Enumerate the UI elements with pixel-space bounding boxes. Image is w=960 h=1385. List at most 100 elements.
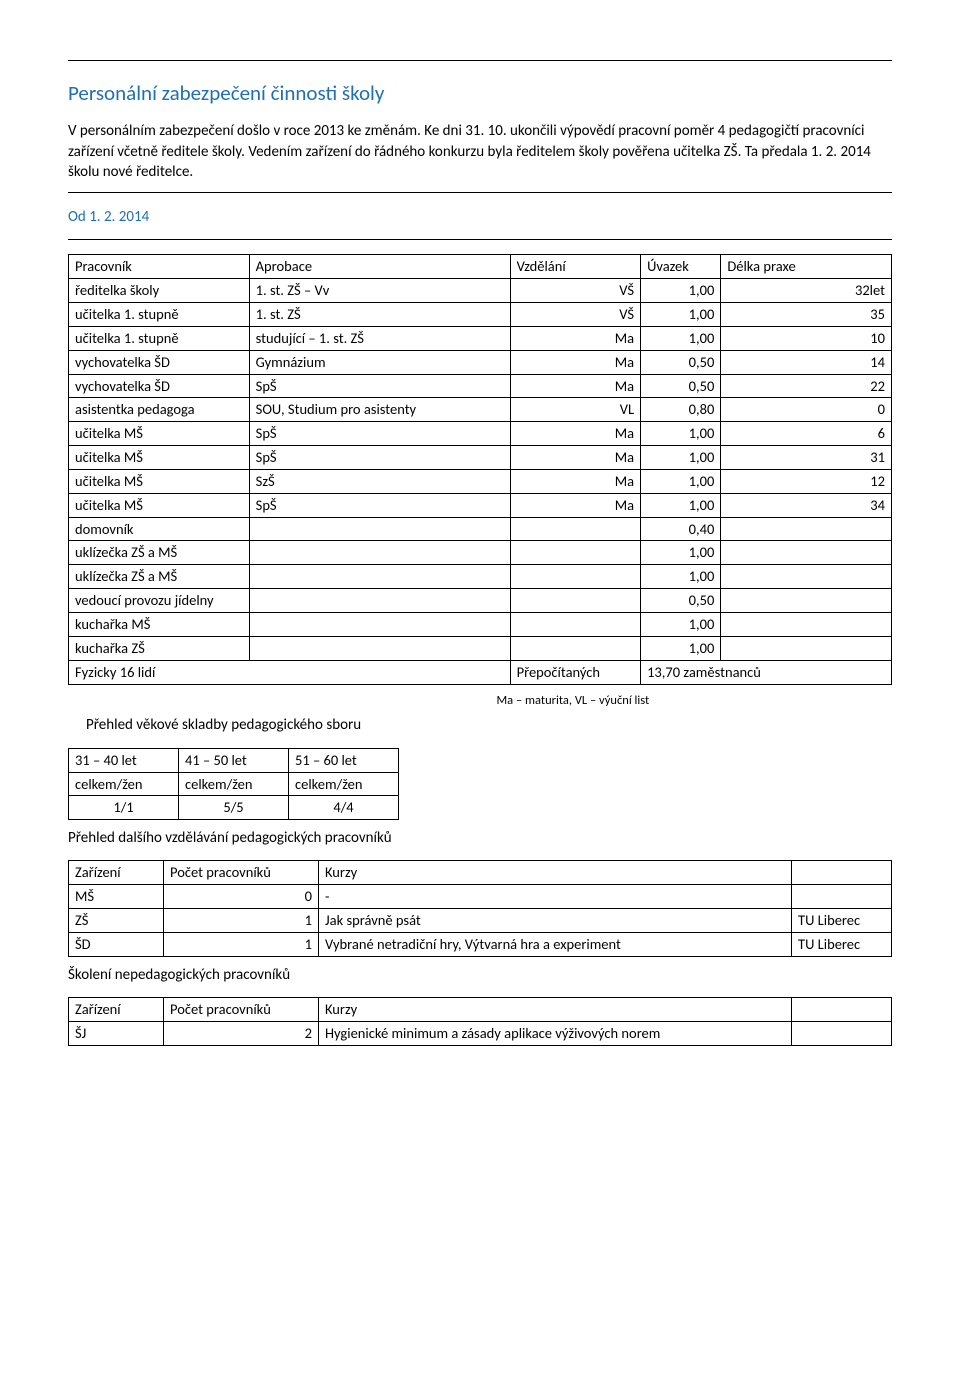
table-cell: MŠ bbox=[69, 885, 164, 909]
table-cell bbox=[249, 565, 510, 589]
table-cell: SpŠ bbox=[249, 374, 510, 398]
table-cell: 6 bbox=[721, 422, 892, 446]
table-row: učitelka MŠSpŠMa1,0031 bbox=[69, 446, 892, 470]
table-cell bbox=[721, 517, 892, 541]
table-cell: Gymnázium bbox=[249, 350, 510, 374]
rule-after-intro bbox=[68, 192, 892, 193]
intro-paragraph: V personálním zabezpečení došlo v roce 2… bbox=[68, 121, 892, 182]
table-cell: vedoucí provozu jídelny bbox=[69, 589, 250, 613]
table-cell: učitelka MŠ bbox=[69, 422, 250, 446]
table-row: učitelka MŠSpŠMa1,006 bbox=[69, 422, 892, 446]
table-cell bbox=[721, 565, 892, 589]
table-cell: VŠ bbox=[510, 303, 640, 327]
table-row: MŠ0- bbox=[69, 885, 892, 909]
table-row: vychovatelka ŠDGymnáziumMa0,5014 bbox=[69, 350, 892, 374]
table-cell: 1,00 bbox=[641, 541, 721, 565]
age-cell: 31 – 40 let bbox=[69, 748, 179, 772]
table-cell: Ma bbox=[510, 422, 640, 446]
table-cell: studující – 1. st. ZŠ bbox=[249, 326, 510, 350]
age-cell: 41 – 50 let bbox=[179, 748, 289, 772]
col-delka: Délka praxe bbox=[721, 255, 892, 279]
table-row: učitelka 1. stupně1. st. ZŠVŠ1,0035 bbox=[69, 303, 892, 327]
table-cell: učitelka 1. stupně bbox=[69, 326, 250, 350]
table-cell: SpŠ bbox=[249, 493, 510, 517]
age-cell: 4/4 bbox=[289, 796, 399, 820]
table-row: asistentka pedagogaSOU, Studium pro asis… bbox=[69, 398, 892, 422]
nonped-heading: Školení nepedagogických pracovníků bbox=[68, 965, 892, 985]
table-cell: 1. st. ZŠ – Vv bbox=[249, 279, 510, 303]
table-cell: učitelka MŠ bbox=[69, 469, 250, 493]
rule-after-subhead bbox=[68, 239, 892, 240]
table-cell: ŠD bbox=[69, 932, 164, 956]
table-cell: 0 bbox=[164, 885, 319, 909]
age-table: 31 – 40 let 41 – 50 let 51 – 60 let celk… bbox=[68, 748, 399, 821]
table-cell: 14 bbox=[721, 350, 892, 374]
table-cell: 1,00 bbox=[641, 613, 721, 637]
col-inst bbox=[792, 861, 892, 885]
col-kurzy: Kurzy bbox=[319, 861, 792, 885]
table-cell: kuchařka MŠ bbox=[69, 613, 250, 637]
col-pocet: Počet pracovníků bbox=[164, 998, 319, 1022]
age-cell: 5/5 bbox=[179, 796, 289, 820]
col-zarizeni: Zařízení bbox=[69, 861, 164, 885]
table-cell: uklízečka ZŠ a MŠ bbox=[69, 565, 250, 589]
table-cell: 1,00 bbox=[641, 446, 721, 470]
col-pocet: Počet pracovníků bbox=[164, 861, 319, 885]
table-cell: Hygienické minimum a zásady aplikace výž… bbox=[319, 1021, 792, 1045]
table-cell: domovník bbox=[69, 517, 250, 541]
top-rule bbox=[68, 60, 892, 61]
table-cell bbox=[721, 636, 892, 660]
table-cell: Ma bbox=[510, 469, 640, 493]
table-cell: asistentka pedagoga bbox=[69, 398, 250, 422]
table-cell: 34 bbox=[721, 493, 892, 517]
summary-mid: Přepočítaných bbox=[510, 660, 640, 684]
table-cell: 1,00 bbox=[641, 279, 721, 303]
table-row: domovník 0,40 bbox=[69, 517, 892, 541]
col-inst bbox=[792, 998, 892, 1022]
table-row: ŠD1Vybrané netradiční hry, Výtvarná hra … bbox=[69, 932, 892, 956]
table-cell: 35 bbox=[721, 303, 892, 327]
table-cell: Ma bbox=[510, 446, 640, 470]
table-cell: učitelka MŠ bbox=[69, 446, 250, 470]
table-cell bbox=[510, 613, 640, 637]
table-cell: 0 bbox=[721, 398, 892, 422]
table-cell bbox=[721, 589, 892, 613]
table-cell: - bbox=[319, 885, 792, 909]
table-row: učitelka 1. stupněstudující – 1. st. ZŠM… bbox=[69, 326, 892, 350]
table-cell bbox=[510, 589, 640, 613]
table-cell bbox=[721, 613, 892, 637]
table-cell: 1. st. ZŠ bbox=[249, 303, 510, 327]
table-cell: 2 bbox=[164, 1021, 319, 1045]
col-kurzy: Kurzy bbox=[319, 998, 792, 1022]
table-cell: 1,00 bbox=[641, 493, 721, 517]
table-cell: Ma bbox=[510, 374, 640, 398]
age-cell: celkem/žen bbox=[289, 772, 399, 796]
table-cell: 0,50 bbox=[641, 350, 721, 374]
table-row: učitelka MŠSpŠMa1,0034 bbox=[69, 493, 892, 517]
training-header: Zařízení Počet pracovníků Kurzy bbox=[69, 861, 892, 885]
table-cell: Jak správně psát bbox=[319, 909, 792, 933]
table-cell: Vybrané netradiční hry, Výtvarná hra a e… bbox=[319, 932, 792, 956]
table-cell: 0,50 bbox=[641, 374, 721, 398]
table-cell bbox=[721, 541, 892, 565]
table-cell: SzŠ bbox=[249, 469, 510, 493]
table-cell: SpŠ bbox=[249, 422, 510, 446]
age-cell: celkem/žen bbox=[69, 772, 179, 796]
table-cell: kuchařka ZŠ bbox=[69, 636, 250, 660]
table-cell: 32let bbox=[721, 279, 892, 303]
table-cell: Ma bbox=[510, 350, 640, 374]
staff-table: Pracovník Aprobace Vzdělání Úvazek Délka… bbox=[68, 254, 892, 684]
table-row: uklízečka ZŠ a MŠ1,00 bbox=[69, 541, 892, 565]
table-cell bbox=[249, 636, 510, 660]
table-row: kuchařka ZŠ1,00 bbox=[69, 636, 892, 660]
summary-left: Fyzicky 16 lidí bbox=[69, 660, 511, 684]
col-vzdelani: Vzdělání bbox=[510, 255, 640, 279]
table-cell: 31 bbox=[721, 446, 892, 470]
table-cell bbox=[249, 517, 510, 541]
nonped-header: Zařízení Počet pracovníků Kurzy bbox=[69, 998, 892, 1022]
table-cell: 1 bbox=[164, 932, 319, 956]
table-cell: 0,40 bbox=[641, 517, 721, 541]
table-cell: 12 bbox=[721, 469, 892, 493]
staff-legend: Ma – maturita, VL – výuční list bbox=[496, 693, 649, 710]
col-zarizeni: Zařízení bbox=[69, 998, 164, 1022]
